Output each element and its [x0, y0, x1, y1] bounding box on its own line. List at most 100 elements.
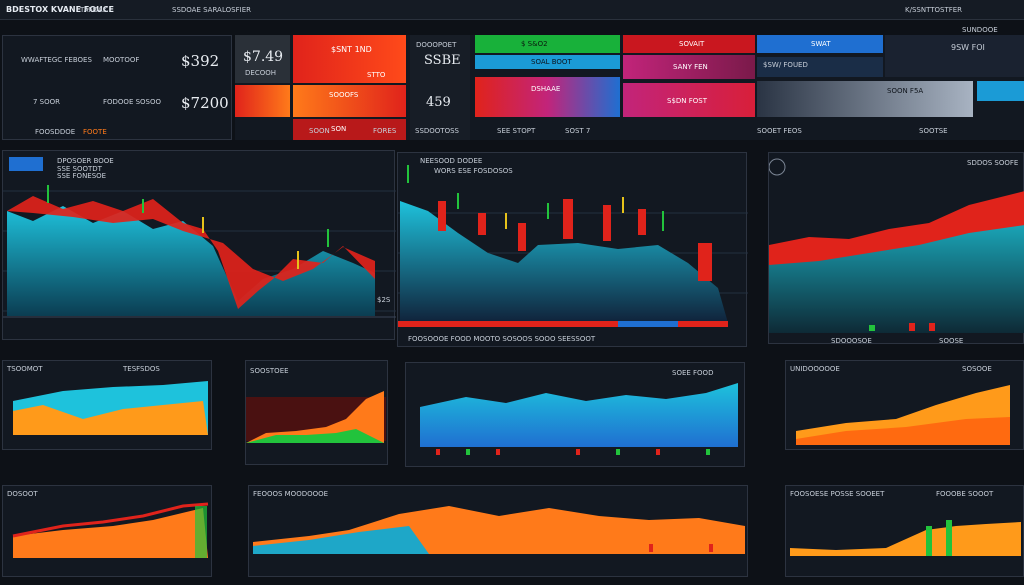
chart-8-graphic — [12, 502, 209, 558]
chart-subtitle: WORS ESE FOSDOSOS — [434, 167, 513, 175]
stat-tile[interactable]: DSHAAE — [475, 77, 620, 117]
stat-value-primary: $392 — [181, 52, 220, 70]
tile-value: $7.49 — [243, 49, 284, 65]
tile-value: SWAT — [811, 40, 831, 48]
tile-sub: DECOOH — [245, 69, 276, 77]
chart-panel-4: TSOOMOT TESFSDOS — [2, 360, 212, 450]
chart-panel-8: DOSOOT — [2, 485, 212, 577]
tile-sub: SON — [331, 125, 347, 133]
stat-label: MOOTOOF — [103, 56, 140, 64]
chart-subtitle: SOSOOE — [962, 365, 992, 373]
menu-item-1[interactable]: TAFOAK — [80, 6, 108, 14]
stat-tile[interactable]: DOOOPOET SSBE 459 — [410, 35, 470, 140]
chart-footer: SDOOOSOE — [831, 337, 872, 345]
chart-panel-2: NEESOOD DODEE WORS ESE FOSDOSOS FOOSOOOE… — [397, 152, 748, 347]
chart-subtitle: FOOOBE SOOOT — [936, 490, 994, 498]
stat-tile[interactable]: $7.49 DECOOH — [235, 35, 290, 83]
chart-title: SOOSTOEE — [250, 367, 289, 375]
app-title: BDESTOX KVANE FOUCE — [6, 5, 114, 14]
chart-panel-3: SDDOS SOOFE SDOOOSOE SOOSE — [768, 152, 1024, 345]
chart-title: DPOSOER BOOE — [57, 157, 114, 165]
stat-label: FOOSDDOE — [35, 128, 76, 136]
chart-title: SOEE FOOD — [672, 369, 714, 377]
tile-value: SOOOFS — [329, 91, 359, 99]
stat-tile[interactable] — [977, 81, 1024, 101]
chart-subtitle: TESFSDOS — [123, 365, 160, 373]
tile-value: 459 — [426, 95, 451, 110]
chart-footer: SOOSE — [939, 337, 964, 345]
chart-9-graphic — [253, 506, 745, 554]
chart-title: UNIDOOOOOE — [790, 365, 840, 373]
stat-value-secondary: $7200 — [181, 94, 229, 112]
stat-tile[interactable]: 9SW FOI — [885, 35, 1024, 77]
search-field[interactable]: K/SSNTTOSTFER — [905, 6, 963, 14]
stat-tile[interactable]: $SNT 1ND STTO — [293, 35, 406, 83]
axis-label: $2S — [377, 296, 391, 304]
stat-tile[interactable]: SOON F5A — [757, 81, 973, 117]
stat-footer-label: SOOET FEOS — [757, 127, 802, 135]
chart-title: FEOOOS MOODOOOE — [253, 490, 329, 498]
tile-value: SSBE — [424, 53, 461, 68]
tile-sub: SANY FEN — [673, 63, 708, 71]
chart-panel-10: FOOSOESE POSSE SOOEET FOOOBE SOOOT — [785, 485, 1024, 577]
chart-4-graphic — [13, 381, 208, 435]
stat-footer-label: FORES — [373, 127, 397, 135]
chart-panel-5: SOOSTOEE — [245, 360, 388, 465]
chart-2-graphic — [398, 165, 748, 327]
chart-panel-7: UNIDOOOOOE SOSOOE — [785, 360, 1024, 450]
chart-title: NEESOOD DODEE — [420, 157, 483, 165]
chart-panel-6: SOEE FOOD — [405, 362, 745, 467]
stat-footer-label: SOON — [309, 127, 330, 135]
tile-sub: $SW/ FOUED — [763, 61, 808, 69]
stat-footer-label: SOOTSE — [919, 127, 948, 135]
chart-1-graphic — [3, 157, 396, 318]
chart-panel-1: DPOSOER BOOE SSE SOOTDT SSE FONESOE $2S — [2, 150, 396, 340]
chart-6-graphic — [420, 383, 738, 455]
stat-tile[interactable]: SOVAIT — [623, 35, 755, 53]
tile-sub: SOAL BOOT — [531, 58, 572, 66]
tile-top: DOOOPOET — [416, 41, 457, 49]
tile-sub: STTO — [367, 71, 386, 79]
stat-tile[interactable]: SON — [293, 119, 406, 140]
stats-panel-left: WWAFTEGC FEBOES MOOTOOF $392 7 SOOR FODO… — [2, 35, 232, 140]
stat-tile[interactable]: SOOOFS — [293, 85, 406, 117]
stat-footer-label: SEE STOPT — [497, 127, 536, 135]
chart-subtitle: SSE SOOTDT — [57, 165, 102, 173]
chart-3-graphic — [769, 158, 1024, 333]
stat-label: FODOOE SOSOO — [103, 98, 162, 106]
chart-panel-9: FEOOOS MOODOOOE — [248, 485, 748, 577]
tile-value: SOVAIT — [679, 40, 705, 48]
stat-tiles: $7.49 DECOOH $SNT 1ND STTO SOOOFS SON DO… — [235, 35, 1024, 140]
chart-title: DOSOOT — [7, 490, 38, 498]
chart-title: TSOOMOT — [7, 365, 43, 373]
tile-value: $SNT 1ND — [331, 45, 372, 54]
stat-label: FOOTE — [83, 128, 107, 136]
chart-footer: FOOSOOOE FOOD MOOTO SOSOOS SOOO SEESSOOT — [408, 335, 596, 343]
user-label[interactable]: SUNDOOE — [962, 26, 998, 34]
menu-item-2[interactable]: SSDOAE SARA — [172, 6, 222, 14]
chart-7-graphic — [796, 385, 1010, 445]
stat-label: WWAFTEGC FEBOES — [21, 56, 92, 64]
tile-value: 9SW FOI — [951, 43, 985, 52]
chart-title: SDDOS SOOFE — [967, 159, 1019, 167]
stat-tile[interactable] — [235, 85, 290, 117]
tile-value: DSHAAE — [531, 85, 561, 93]
tile-value: $ S&O2 — [521, 40, 548, 48]
stat-tile[interactable]: $SW/ FOUED — [757, 57, 883, 77]
chart-10-graphic — [790, 520, 1021, 556]
tile-value: S$DN FOST — [667, 97, 708, 105]
stat-footer-label: SSDOOTOSS — [415, 127, 459, 135]
stat-tile[interactable]: SOAL BOOT — [475, 55, 620, 69]
stat-tile[interactable]: SANY FEN — [623, 55, 755, 79]
chart-5-graphic — [246, 391, 386, 443]
top-bar: BDESTOX KVANE FOUCE TAFOAK SSDOAE SARA L… — [0, 0, 1024, 34]
stat-tile[interactable]: S$DN FOST — [623, 83, 755, 117]
stat-tile[interactable]: $ S&O2 — [475, 35, 620, 53]
tile-sub: SOON F5A — [887, 87, 924, 95]
stat-tile[interactable]: SWAT — [757, 35, 883, 53]
chart-subtitle: SSE FONESOE — [57, 172, 107, 180]
stat-label: 7 SOOR — [33, 98, 61, 106]
chart-title: FOOSOESE POSSE SOOEET — [790, 490, 885, 498]
stat-footer-label: SOST 7 — [565, 127, 591, 135]
menu-item-3[interactable]: LOSFIER — [222, 6, 251, 14]
